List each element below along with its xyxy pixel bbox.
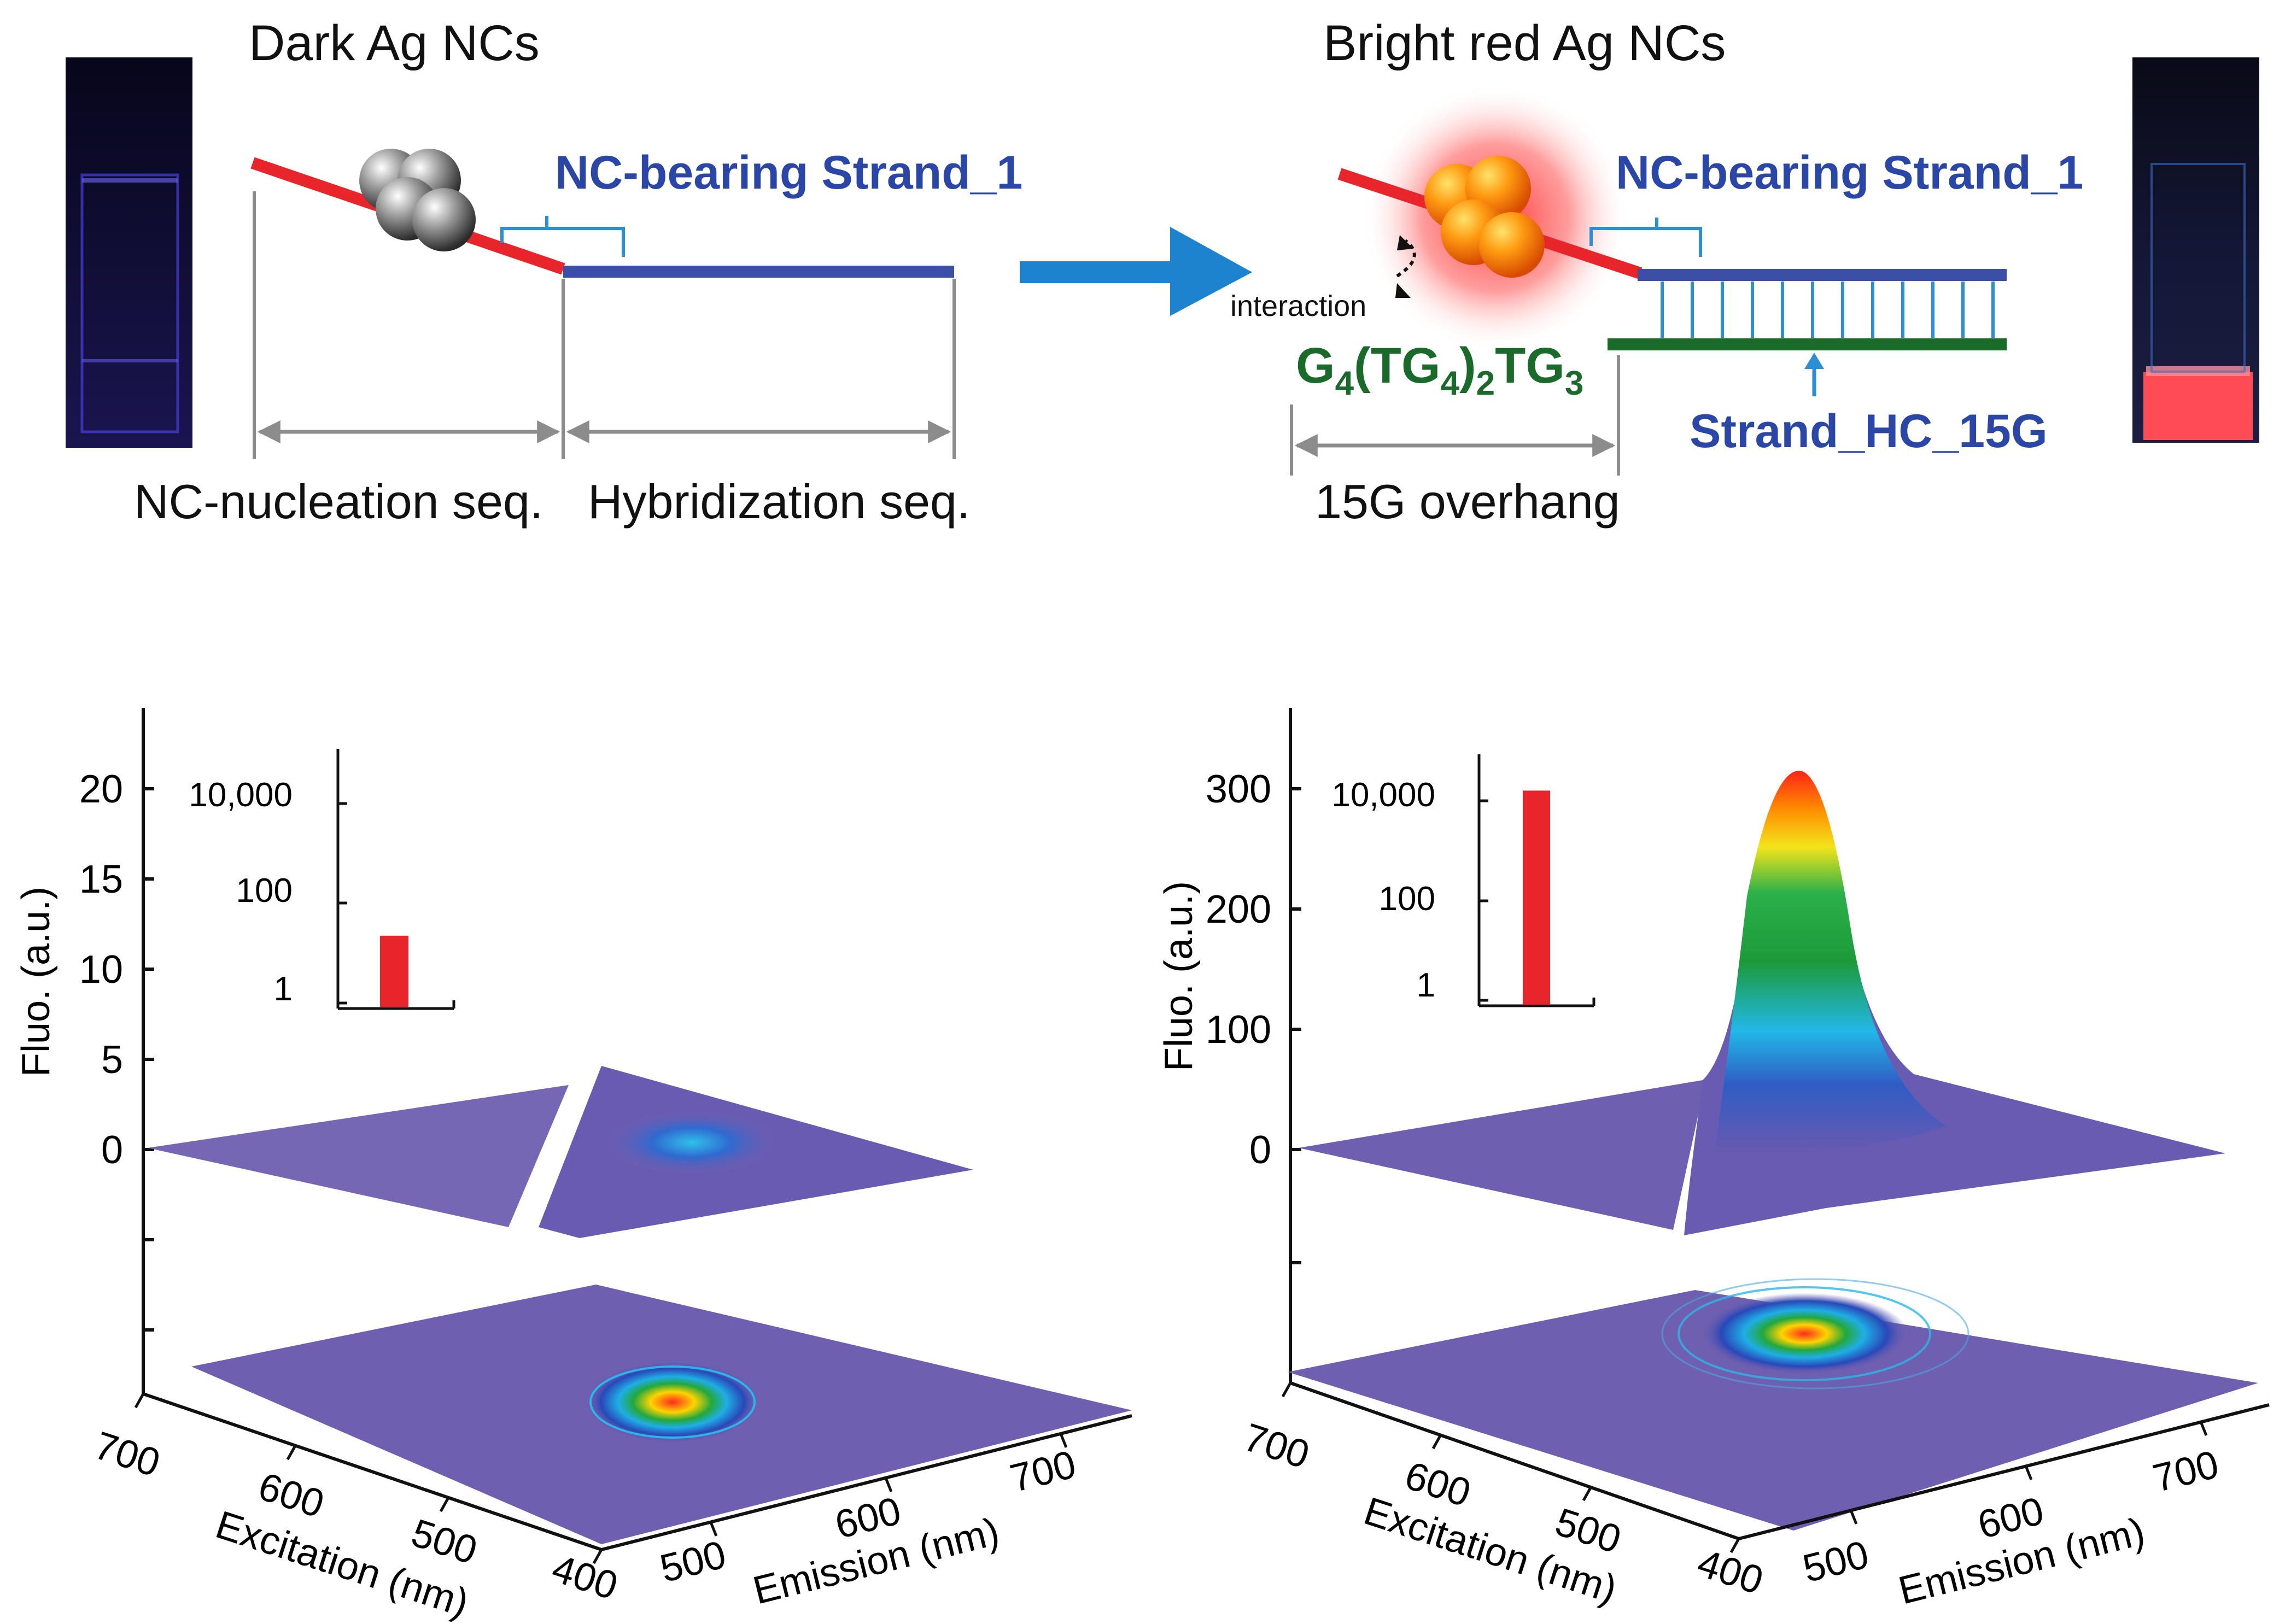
overhang-label: 15G overhang <box>1315 474 1620 529</box>
surface-bump <box>604 1110 779 1175</box>
y-tick: 0 <box>101 1128 123 1172</box>
emission-axis <box>601 1414 1132 1551</box>
x-tick: 400 <box>547 1546 623 1608</box>
e-tick: 700 <box>2149 1443 2223 1501</box>
y-tick: 300 <box>1206 767 1271 811</box>
excitation-axis <box>1290 1381 1739 1540</box>
e-tick: 500 <box>656 1533 730 1591</box>
y-tick: 200 <box>1206 888 1271 931</box>
e-tick: 500 <box>1799 1533 1873 1591</box>
y-tick: 100 <box>1206 1008 1271 1052</box>
y-tick: 5 <box>101 1038 123 1082</box>
surface-left-half <box>148 1085 569 1227</box>
y-tick: 0 <box>1249 1128 1271 1172</box>
base-pair-rungs <box>1661 282 1995 338</box>
overhang-sequence: G4(TG4)2TG3 <box>1296 338 1583 402</box>
contour-plane <box>1288 1290 2258 1531</box>
top-right-panel: Bright red Ag NCs <box>1230 15 2259 529</box>
surface-left-half <box>1299 1080 1706 1230</box>
emission-peak <box>1714 771 1947 1153</box>
contour-spot <box>585 1361 760 1443</box>
y-axis-label: Fluo. (a.u.) <box>14 887 58 1077</box>
inset-tick: 10,000 <box>1331 776 1435 814</box>
inset-bar-chart-right: 10,000 100 1 <box>1331 754 1595 1007</box>
y-axis-label: Fluo. (a.u.) <box>1157 881 1201 1071</box>
x-tick: 400 <box>1692 1541 1768 1603</box>
inset-tick: 1 <box>274 970 293 1008</box>
bright-vial-photo <box>2132 57 2259 443</box>
plot-right: 300 200 100 0 Fluo. (a.u.) 10,000 100 1 <box>1157 708 2270 1613</box>
hybridization-seq-label: Hybridization seq. <box>588 474 970 529</box>
y-tick: 20 <box>79 767 123 811</box>
strand-bracket <box>500 216 625 257</box>
inset-tick: 100 <box>1379 880 1435 918</box>
dark-nanocluster <box>359 149 476 251</box>
x-tick: 500 <box>406 1511 482 1573</box>
x-tick: 700 <box>1238 1415 1314 1477</box>
plot-left: 20 15 10 5 0 Fluo. (a.u.) 10,000 100 1 <box>14 708 1132 1624</box>
inset-tick: 100 <box>236 872 293 910</box>
inset-bar-chart-left: 10,000 100 1 <box>189 749 455 1010</box>
bright-title: Bright red Ag NCs <box>1323 15 1726 71</box>
bright-nanocluster <box>1424 156 1545 278</box>
nucleation-seq-label: NC-nucleation seq. <box>134 474 543 529</box>
top-left-panel: Dark Ag NCs NC-bearing Strand_1 NC-nucle… <box>66 15 1022 529</box>
inset-tick: 1 <box>1417 966 1435 1004</box>
dark-vial-photo <box>66 57 192 448</box>
contour-spot <box>1700 1293 1908 1375</box>
complement-strand-label: Strand_HC_15G <box>1690 405 2048 458</box>
inset-bar <box>1523 790 1550 1005</box>
x-tick: 700 <box>89 1423 165 1485</box>
inset-bar <box>380 935 408 1007</box>
left-strand-label: NC-bearing Strand_1 <box>555 146 1022 199</box>
inset-tick: 10,000 <box>189 776 293 814</box>
interaction-label: interaction <box>1230 290 1366 323</box>
excitation-axis <box>143 1392 602 1551</box>
y-tick: 10 <box>79 948 123 992</box>
dark-title: Dark Ag NCs <box>249 15 540 71</box>
y-tick: 15 <box>79 858 123 901</box>
right-strand-label: NC-bearing Strand_1 <box>1616 146 2083 199</box>
emission-axis <box>1738 1403 2270 1540</box>
transition-arrow <box>1020 227 1252 316</box>
e-tick: 700 <box>1006 1443 1080 1501</box>
